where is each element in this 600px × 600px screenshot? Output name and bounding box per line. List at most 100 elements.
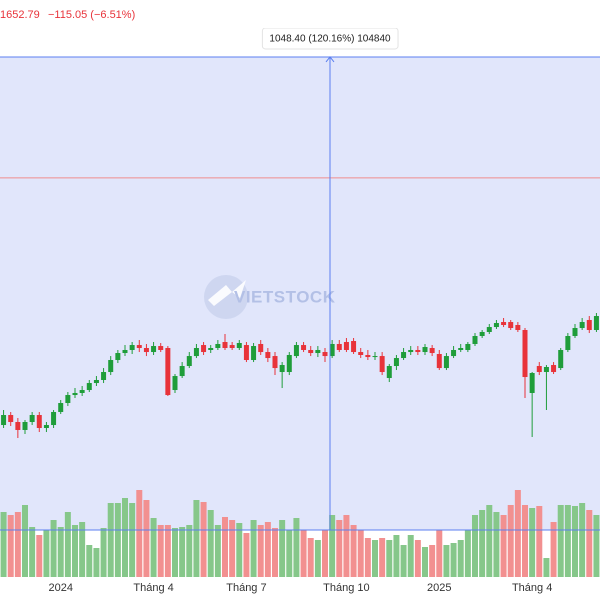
volume-bar (364, 538, 371, 577)
candle-body (143, 348, 149, 353)
measure-layer (0, 56, 600, 530)
volume-bar (86, 545, 93, 577)
candle-body (122, 349, 128, 354)
volume-bar (386, 540, 393, 577)
volume-bar (436, 530, 443, 577)
volume-bar (557, 505, 564, 577)
watermark-logo (204, 275, 248, 319)
volume-bar (307, 538, 314, 577)
candle-body (43, 425, 49, 429)
candle-body (329, 343, 335, 357)
volume-bar (79, 522, 86, 577)
candle-body (493, 323, 499, 328)
volume-bar (507, 505, 514, 577)
volume-bar (243, 533, 250, 577)
volume-bar (422, 547, 428, 577)
candle-body (393, 358, 399, 367)
volume-bar (414, 540, 421, 577)
candle-body (258, 343, 264, 353)
volume-bar (36, 535, 43, 577)
volume-bar (407, 535, 414, 577)
candle-body (301, 345, 307, 350)
candle-body (458, 348, 464, 350)
volume-bar (222, 517, 228, 577)
volume-bar (493, 512, 500, 577)
x-tick-label: 2025 (427, 582, 451, 594)
candle-body (422, 347, 428, 353)
candle-body (172, 376, 178, 391)
volume-bar (536, 506, 543, 577)
candle-body (158, 346, 164, 350)
volume-bar (0, 512, 7, 577)
candle-body (108, 360, 114, 373)
volume-bar (514, 490, 521, 577)
volume-bar (150, 518, 157, 577)
candle-body (565, 336, 571, 350)
candle-body (272, 356, 278, 369)
overlay-layer: 1048.40 (120.16%) 104840 (0, 27, 600, 531)
candle-body (1, 415, 7, 426)
candle-body (101, 372, 107, 380)
candle-body (179, 366, 185, 377)
candle-body (436, 354, 442, 369)
candle-body (201, 345, 207, 353)
candle-body (229, 345, 235, 349)
candle-body (529, 373, 535, 393)
volume-bar (300, 530, 307, 577)
volume-bar (172, 528, 178, 577)
volume-bar (586, 510, 593, 577)
x-tick-label: Tháng 4 (133, 582, 173, 594)
close-price: 1652.79 (0, 9, 40, 21)
volume-bar (529, 508, 536, 577)
volume-bar (257, 525, 264, 577)
candle-body (401, 352, 407, 359)
measure-arrow (325, 56, 335, 63)
candle-body (293, 345, 299, 357)
candle-body (315, 349, 321, 354)
candle-body (115, 353, 121, 361)
volume-bar (50, 520, 57, 577)
volume-bar (379, 538, 386, 577)
volume-bar (393, 535, 400, 577)
volume-bar (264, 522, 271, 577)
volume-bar (486, 505, 493, 577)
volume-bar (272, 528, 278, 577)
volume-bar (522, 505, 528, 577)
volume-bar (107, 503, 114, 577)
candle-body (343, 342, 349, 350)
volume-bar (350, 525, 357, 577)
candle-body (29, 415, 35, 423)
volume-bar (57, 527, 64, 577)
candle-body (79, 390, 85, 393)
volume-bar (64, 512, 71, 577)
volume-bar (450, 543, 457, 577)
volume-bar (372, 540, 378, 577)
candle-body (358, 352, 364, 356)
candle-body (15, 422, 21, 430)
volume-bar (29, 527, 36, 577)
volume-bar (14, 512, 21, 577)
candle-body (58, 403, 64, 412)
volume-bar (550, 522, 557, 577)
candle-body (351, 341, 357, 353)
volume-bar (200, 502, 207, 577)
candle-body (386, 366, 392, 379)
volume-bar (357, 530, 364, 577)
measure-tooltip-text: 1048.40 (120.16%) 104840 (269, 34, 391, 45)
candle-body (129, 345, 135, 350)
x-axis: 2024 Tháng 4 Tháng 7 Tháng 10 2025 Tháng 4 (48, 582, 552, 594)
volume-bar (193, 500, 200, 577)
volume-bar (564, 505, 571, 577)
candle-body (51, 411, 57, 426)
volume-bar (336, 520, 343, 577)
candle-body (365, 355, 371, 358)
candle-body (208, 348, 214, 350)
candle-body (186, 356, 192, 367)
candle-body (65, 395, 71, 404)
candle-body (472, 336, 478, 344)
candle-body (93, 379, 99, 384)
volume-bar (443, 545, 450, 577)
x-tick-label: Tháng 4 (512, 582, 552, 594)
candle-body (308, 349, 314, 354)
